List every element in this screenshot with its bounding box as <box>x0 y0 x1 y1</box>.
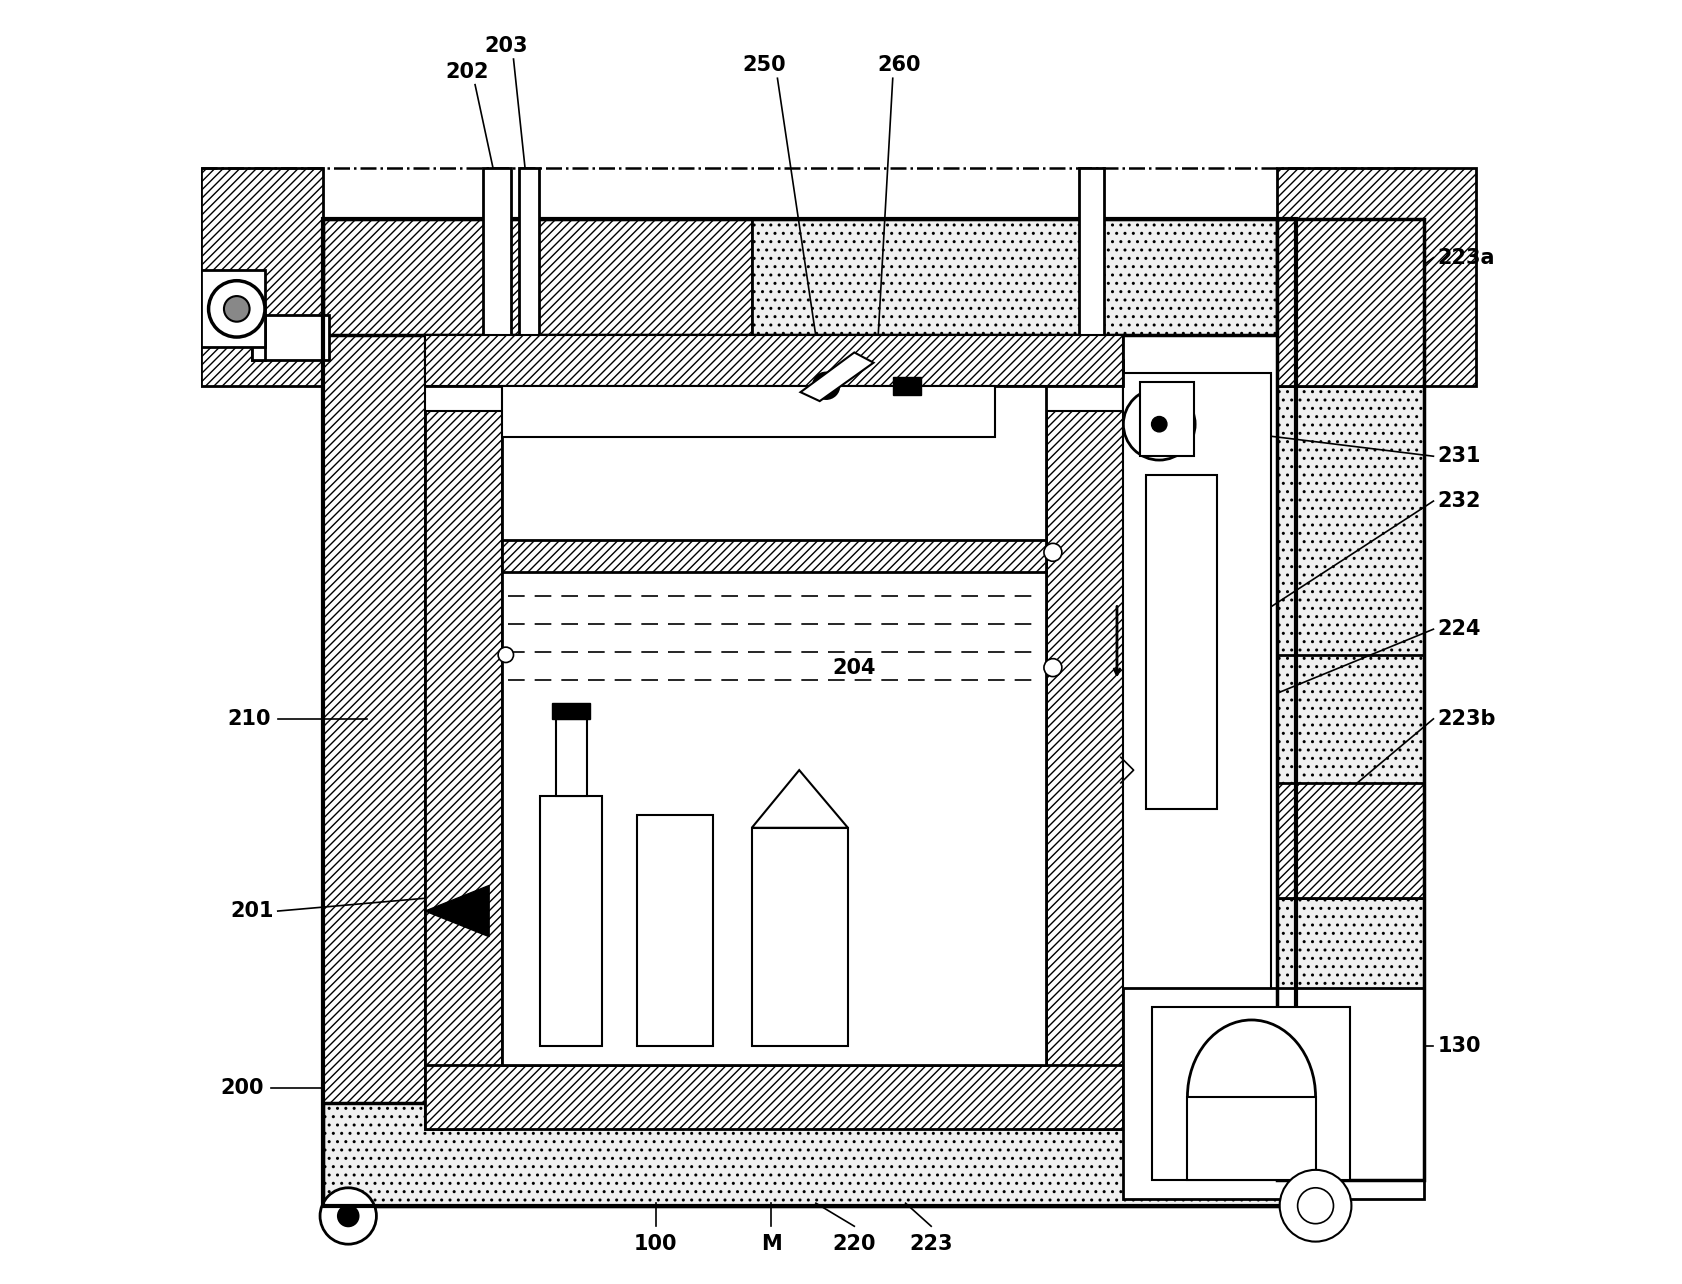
Circle shape <box>320 1188 377 1244</box>
Circle shape <box>1139 404 1177 443</box>
Bar <box>200 271 264 347</box>
Text: M: M <box>760 1234 780 1254</box>
Circle shape <box>1043 659 1061 677</box>
Circle shape <box>498 647 513 663</box>
Circle shape <box>1122 388 1194 460</box>
Text: 202: 202 <box>446 62 489 82</box>
Bar <box>636 815 713 1045</box>
Circle shape <box>1043 543 1061 561</box>
Bar <box>501 539 1046 571</box>
Bar <box>1150 1007 1349 1180</box>
Circle shape <box>1278 1170 1351 1242</box>
Bar <box>1139 381 1193 456</box>
Bar <box>518 168 538 335</box>
Polygon shape <box>801 352 873 401</box>
Bar <box>252 316 264 360</box>
Text: 232: 232 <box>1436 490 1480 511</box>
Text: 100: 100 <box>634 1234 678 1254</box>
Text: 231: 231 <box>1436 447 1480 466</box>
Circle shape <box>224 297 249 322</box>
Text: 260: 260 <box>876 55 920 76</box>
Bar <box>426 335 1122 385</box>
Bar <box>1277 220 1423 1180</box>
Bar <box>1145 475 1216 809</box>
Bar <box>1277 385 1423 1180</box>
Bar <box>323 335 426 1180</box>
Circle shape <box>1297 1188 1332 1224</box>
Bar <box>1277 1084 1423 1180</box>
Bar <box>501 360 1046 1064</box>
Circle shape <box>1150 416 1166 431</box>
Text: 130: 130 <box>1436 1036 1480 1055</box>
Bar <box>426 1064 1122 1129</box>
Text: 223: 223 <box>908 1234 952 1254</box>
Bar <box>752 220 1277 335</box>
Text: 200: 200 <box>220 1077 264 1098</box>
Bar <box>1078 168 1103 335</box>
Text: 220: 220 <box>833 1234 876 1254</box>
Bar <box>540 796 602 1045</box>
Text: 201: 201 <box>230 901 274 921</box>
Text: 223b: 223b <box>1436 709 1495 729</box>
Polygon shape <box>426 886 489 937</box>
Bar <box>552 704 590 719</box>
Text: 250: 250 <box>742 55 785 76</box>
Circle shape <box>812 372 838 398</box>
Bar <box>483 168 511 335</box>
Bar <box>252 316 328 360</box>
Bar <box>323 220 1295 1206</box>
Circle shape <box>338 1206 358 1226</box>
Bar <box>891 376 920 394</box>
Text: 204: 204 <box>833 657 876 678</box>
Bar <box>200 168 323 385</box>
Bar <box>1277 168 1475 385</box>
Bar <box>1277 899 1423 1084</box>
Bar <box>323 220 1277 335</box>
Bar <box>426 335 1122 385</box>
Bar <box>1046 360 1122 1129</box>
Bar <box>323 220 752 335</box>
Bar <box>1277 220 1423 385</box>
Bar <box>426 335 1122 411</box>
Text: 210: 210 <box>227 709 271 729</box>
Bar <box>555 719 587 796</box>
Bar <box>1122 372 1270 1039</box>
Text: 224: 224 <box>1436 619 1480 639</box>
Bar <box>426 360 501 1129</box>
Bar <box>1277 385 1423 655</box>
Bar <box>323 1103 1295 1206</box>
Bar <box>501 385 994 437</box>
Bar <box>1122 987 1423 1199</box>
Bar <box>323 1103 1295 1206</box>
Polygon shape <box>752 770 848 828</box>
Text: 203: 203 <box>484 36 526 56</box>
Bar <box>1187 1097 1315 1180</box>
Circle shape <box>209 281 264 338</box>
Text: 223a: 223a <box>1436 248 1494 267</box>
Bar <box>1277 783 1423 899</box>
Bar <box>752 828 848 1045</box>
